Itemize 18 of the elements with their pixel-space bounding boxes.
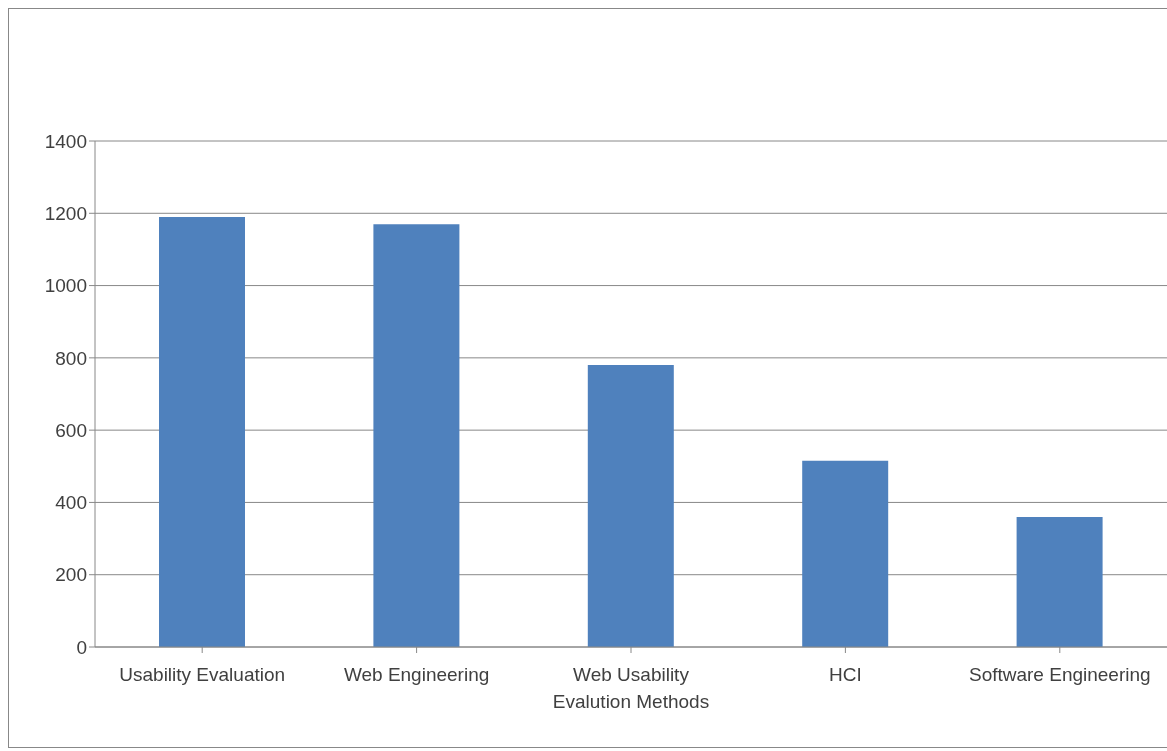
y-tick-label: 1400 (44, 130, 87, 152)
bar (802, 460, 889, 647)
x-tick-label: HCI (829, 664, 862, 685)
bar (1016, 516, 1103, 647)
x-tick-label: Usability Evaluation (119, 664, 286, 685)
bar (159, 216, 245, 647)
y-tick-label: 1200 (44, 203, 87, 225)
y-tick-label: 600 (55, 419, 87, 441)
y-tick-label: 200 (55, 564, 87, 586)
x-tick-label: Software Engineering (968, 664, 1151, 685)
y-tick-label: 1000 (44, 275, 87, 297)
x-tick-label: Web Engineering (343, 664, 490, 685)
bar (373, 224, 460, 647)
y-tick-label: 400 (55, 492, 87, 514)
x-tick-label: Web Usability Evalution Methods (552, 664, 710, 712)
bar (587, 365, 674, 647)
y-tick-label: 800 (55, 347, 87, 369)
y-tick-label: 0 (76, 636, 87, 658)
